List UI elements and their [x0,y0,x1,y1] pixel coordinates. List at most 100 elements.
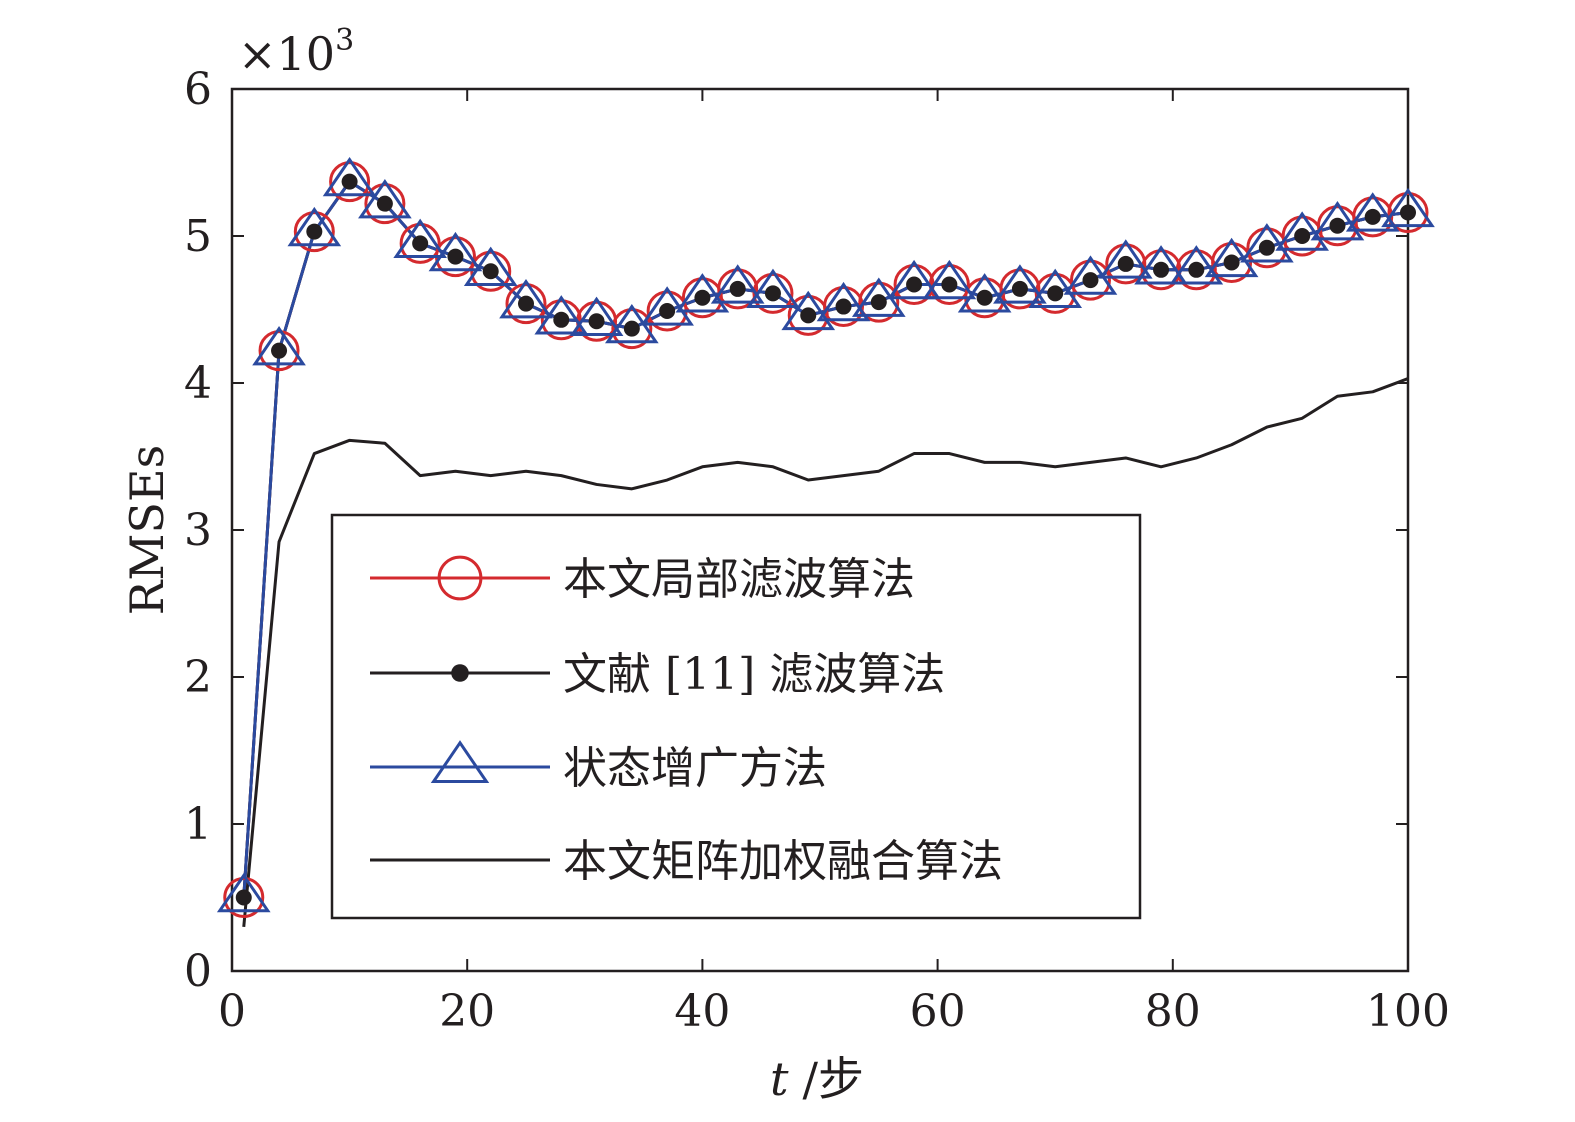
circle-marker [437,555,483,601]
dot-marker [1011,280,1028,297]
triangle-marker [430,740,490,784]
triangle-marker [1098,239,1153,279]
dot-marker [588,313,605,330]
series-3-markers [216,156,1435,913]
x-axis-unit: /步 [803,1052,865,1106]
triangle-marker [252,325,306,366]
triangle-marker [322,156,377,197]
triangle-marker [499,278,553,319]
dot-marker [729,280,746,297]
triangle-marker [1381,187,1435,228]
triangle-marker [463,246,518,286]
triangle-marker [216,872,271,913]
y-axis-label: RMSEs [120,445,174,615]
dot-marker [341,173,358,190]
legend-label: 文献 [11] 滤波算法 [563,649,945,700]
triangle-marker [1028,268,1083,309]
x-tick-label: 20 [439,986,495,1037]
circle-marker [399,222,441,264]
circle-marker [258,330,300,372]
axis-ticks: 0 20 40 60 80 100 0 1 2 3 4 5 6 [184,64,1450,1037]
dot-marker [482,263,499,280]
y-tick-label: 5 [184,211,212,262]
triangle-marker [1310,201,1365,241]
dot-marker [694,289,711,306]
legend-box [330,513,1142,920]
dot-marker [800,307,817,324]
series-line [242,377,1409,928]
legend-label: 状态增广方法 [563,743,827,794]
triangle-marker [816,281,871,322]
dot-marker [1082,272,1099,289]
x-tick-label: 100 [1366,986,1450,1037]
dot-marker [623,320,640,337]
x-tick-label: 80 [1145,986,1201,1037]
dot-marker [906,276,923,293]
dot-marker [1400,204,1416,221]
circle-marker [1105,243,1147,285]
dot-marker [451,664,469,682]
dot-marker [1188,261,1205,278]
circle-marker [505,283,547,325]
y-multiplier: ×103 [238,23,354,81]
dot-marker [412,235,429,252]
y-tick-label: 0 [184,946,212,997]
circle-marker [223,877,265,918]
triangle-marker [393,218,447,259]
circle-marker [329,161,371,203]
dot-marker [271,342,288,359]
triangle-marker [781,290,836,331]
circle-marker [540,299,582,341]
legend-entry: 本文局部滤波算法 [370,554,915,605]
y-multiplier-exponent: 3 [335,23,354,58]
triangle-marker [287,206,342,247]
dot-marker [376,195,393,212]
dot-marker [1117,255,1134,272]
triangle-marker [358,178,412,219]
dot-marker [1294,228,1311,244]
circle-marker [858,281,900,323]
x-axis-label: t/步 [770,1052,864,1106]
x-axis-variable: t [770,1052,789,1106]
dot-marker [1047,285,1064,302]
x-tick-label: 40 [674,986,730,1037]
triangle-marker [428,231,483,272]
y-tick-label: 2 [184,652,212,703]
legend-label: 本文局部滤波算法 [563,554,915,605]
dot-marker [447,248,464,265]
dot-marker [870,294,887,311]
circle-marker [1387,191,1429,233]
y-tick-label: 1 [184,799,212,850]
dot-marker [976,289,993,306]
triangle-marker [957,273,1012,313]
series-layer [216,156,1435,928]
triangle-marker [710,264,765,304]
circle-marker [1069,259,1111,301]
series-2-markers [235,173,1416,906]
dot-marker [553,311,570,328]
circle-marker [364,183,406,225]
dot-marker [835,298,852,315]
y-tick-label: 4 [184,358,212,409]
circle-marker [611,308,653,350]
legend-entry: 文献 [11] 滤波算法 [370,649,945,700]
triangle-marker [887,259,941,300]
legend-label: 本文矩阵加权融合算法 [563,836,1003,887]
triangle-marker [1169,245,1224,285]
dot-marker [1153,261,1170,278]
triangle-marker [675,273,730,313]
series-4 [242,377,1409,928]
triangle-marker [1240,223,1294,263]
circle-marker [293,211,335,253]
triangle-marker [640,286,694,326]
triangle-marker [1345,192,1400,232]
circle-marker [717,268,759,310]
circle-marker [999,268,1041,310]
triangle-marker [569,296,624,336]
dot-marker [1329,217,1346,234]
dot-marker [1223,254,1240,271]
dot-marker [1258,239,1275,256]
legend-entry: 状态增广方法 [370,740,827,794]
